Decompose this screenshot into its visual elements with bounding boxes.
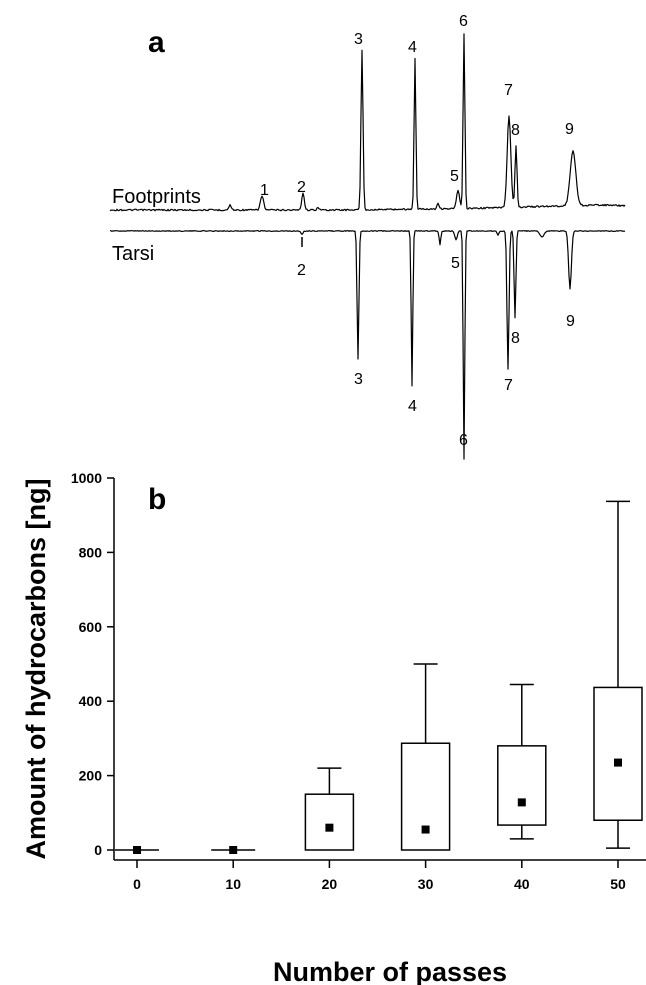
mean-marker [133, 846, 141, 854]
y-tick-label: 400 [79, 693, 103, 709]
mean-marker [325, 823, 334, 832]
y-tick-label: 800 [79, 544, 103, 560]
box-iqr [400, 742, 451, 851]
x-tick-label: 0 [133, 876, 141, 892]
box-40 [497, 683, 547, 840]
box-20 [304, 767, 355, 851]
footprints-peak-label: 9 [565, 121, 574, 138]
box-iqr [593, 686, 643, 821]
tarsi-peak-label: 5 [451, 255, 460, 272]
y-tick-label: 600 [79, 619, 103, 635]
tarsi-peak-label: 8 [511, 330, 520, 347]
tarsi-peak-label: 2 [297, 262, 306, 279]
footprints-peak-label: 2 [297, 179, 306, 196]
footprints-peak-label: 3 [354, 31, 363, 48]
tarsi-peak-label: 4 [408, 398, 417, 415]
box-0 [115, 846, 159, 854]
box-10 [211, 846, 256, 854]
footprints-peak-label: 4 [408, 39, 417, 56]
box-50 [593, 500, 643, 849]
box-30 [400, 663, 451, 851]
mean-marker [421, 825, 430, 834]
box-iqr [304, 793, 355, 851]
tarsi-peak-label: 9 [566, 313, 575, 330]
footprints-label: Footprints [112, 186, 201, 208]
mean-marker [517, 798, 526, 807]
footprints-peak-label: 1 [260, 182, 269, 199]
footprints-peak-label: 8 [511, 122, 520, 139]
y-tick-label: 0 [94, 842, 102, 858]
panel-b: b 0 200 400 600 800 1000 0 10 20 30 40 50 Amount o… [21, 470, 646, 985]
panel-b-label: b [148, 483, 166, 516]
x-tick-label: 40 [514, 876, 530, 892]
tarsi-peak-label: 3 [354, 371, 363, 388]
x-axis-ticks: 0 10 20 30 40 50 [133, 860, 626, 892]
panel-a: a Footprints Tarsi 1 2 3 4 5 6 7 8 9 2 3… [109, 13, 626, 460]
box-plot-marks [115, 500, 643, 854]
footprints-peak-label: 6 [459, 13, 468, 30]
mean-marker [614, 758, 622, 767]
y-tick-label: 1000 [71, 470, 102, 486]
box-iqr [497, 745, 547, 826]
mean-marker [229, 846, 238, 854]
x-tick-label: 10 [225, 876, 241, 892]
tarsi-trace [109, 230, 626, 460]
x-tick-label: 20 [322, 876, 338, 892]
tarsi-label: Tarsi [112, 243, 154, 265]
y-axis-title: Amount of hydrocarbons [ng] [21, 479, 51, 860]
footprints-trace [109, 33, 626, 212]
y-tick-label: 200 [79, 768, 103, 784]
tarsi-peak-label: 7 [504, 377, 513, 394]
panel-a-label: a [148, 26, 165, 59]
y-axis-ticks: 0 200 400 600 800 1000 [71, 470, 114, 858]
x-tick-label: 30 [418, 876, 434, 892]
footprints-peak-label: 7 [504, 82, 513, 99]
x-tick-label: 50 [610, 876, 626, 892]
tarsi-peak-label: 6 [459, 432, 468, 449]
x-axis-title: Number of passes [273, 957, 507, 985]
footprints-peak-label: 5 [450, 168, 459, 185]
